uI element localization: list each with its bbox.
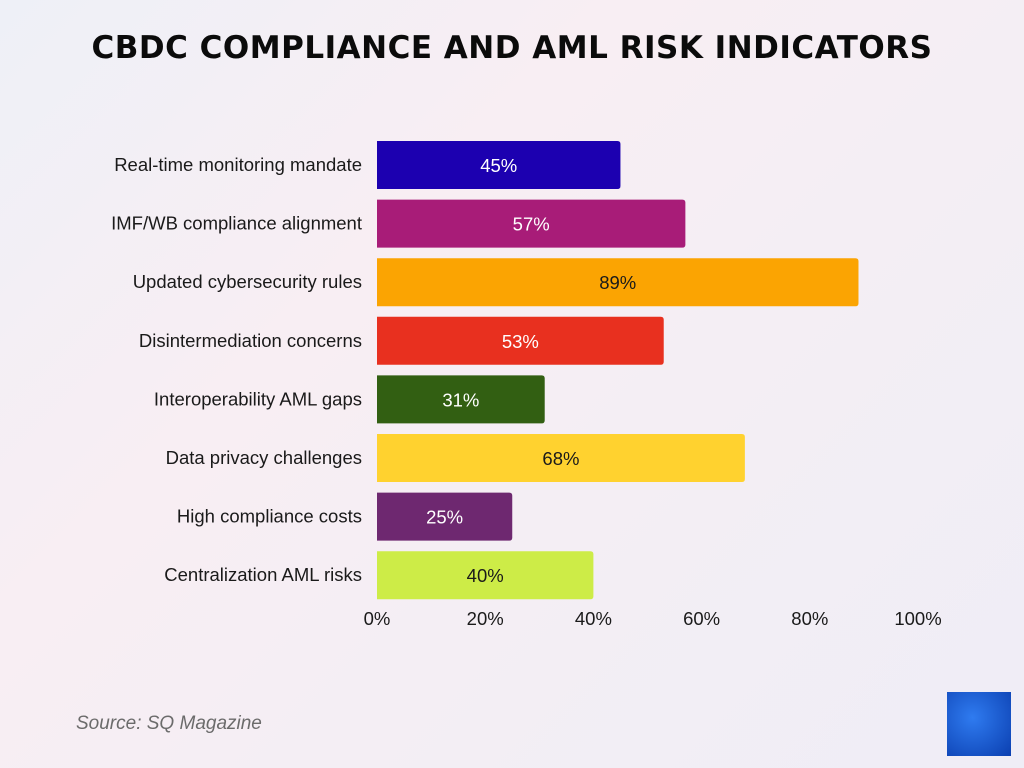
data-label: 89%: [599, 272, 636, 293]
data-label: 53%: [502, 331, 539, 352]
category-label: IMF/WB compliance alignment: [111, 213, 362, 234]
data-label: 45%: [480, 155, 517, 176]
x-tick-label: 60%: [683, 608, 720, 629]
x-tick-label: 40%: [575, 608, 612, 629]
category-label: Disintermediation concerns: [139, 330, 362, 351]
bar: [377, 199, 686, 248]
bar: [377, 141, 621, 189]
data-label: 68%: [542, 448, 579, 469]
x-tick-label: 20%: [467, 608, 504, 629]
bar: [377, 492, 513, 541]
chart-title: CBDC COMPLIANCE AND AML RISK INDICATORS: [91, 30, 933, 66]
bar: [377, 375, 545, 424]
bar: [377, 434, 745, 482]
category-label: Interoperability AML gaps: [154, 388, 362, 409]
category-label: Data privacy challenges: [166, 447, 362, 468]
x-tick-label: 80%: [791, 608, 828, 629]
data-label: 31%: [442, 389, 479, 410]
bar: [377, 316, 664, 365]
category-label: Real-time monitoring mandate: [114, 154, 362, 175]
category-label: High compliance costs: [177, 506, 362, 527]
data-label: 57%: [513, 214, 550, 235]
data-label: 25%: [426, 507, 463, 528]
x-tick-label: 0%: [364, 608, 391, 629]
bar: [377, 551, 594, 600]
category-label: Updated cybersecurity rules: [133, 271, 362, 292]
source-note: Source: SQ Magazine: [76, 713, 262, 734]
x-tick-label: 100%: [894, 608, 941, 629]
data-label: 40%: [467, 565, 504, 586]
sq-logo: [947, 692, 1011, 756]
category-label: Centralization AML risks: [164, 564, 362, 585]
bar: [377, 258, 859, 307]
